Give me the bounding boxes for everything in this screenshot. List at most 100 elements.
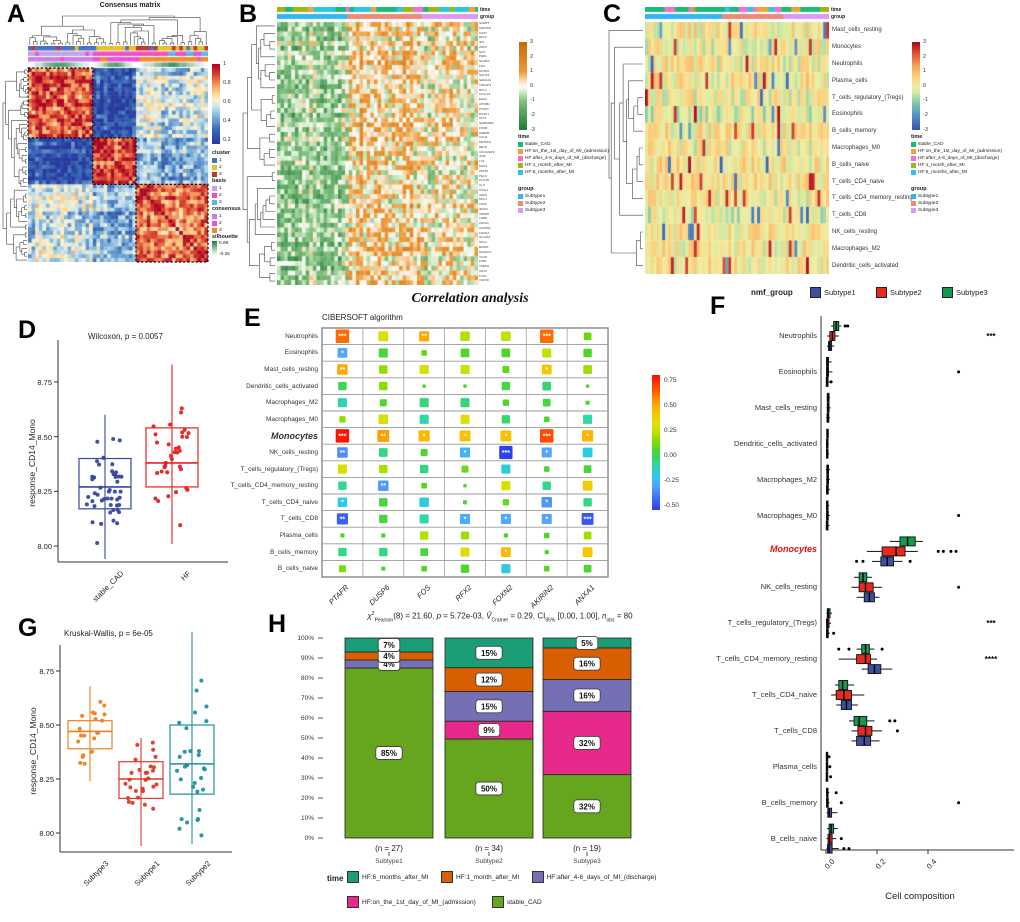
- significance-stars: ***: [543, 334, 551, 341]
- legend-basis-title: basis: [212, 178, 227, 184]
- panel-e-row-label: NK_cells_resting: [269, 448, 318, 456]
- gene-label: ZFP36: [479, 168, 489, 173]
- data-point: [117, 510, 122, 515]
- 2-swatch: [212, 220, 217, 226]
- stable_CAD-swatch: [911, 141, 916, 147]
- box: [826, 448, 829, 459]
- gene-label: PER1: [479, 54, 487, 59]
- correlation-cell: [499, 445, 513, 460]
- gene-label: FOXN2: [479, 230, 490, 235]
- gene-label: SKIL: [479, 49, 486, 54]
- box: [858, 582, 874, 593]
- data-point: [90, 477, 95, 482]
- box: [826, 797, 829, 808]
- box: [858, 572, 868, 583]
- percent-label: 4%: [383, 660, 395, 669]
- panel-c-colorbar-tick: 0: [923, 82, 927, 89]
- outlier-point: [827, 755, 831, 759]
- data-point: [143, 770, 148, 775]
- cell-type-row-label: B_cells_memory: [832, 128, 877, 135]
- data-point: [117, 503, 122, 508]
- stats-segment: n: [602, 611, 607, 621]
- dendrogram: [29, 15, 207, 45]
- significance-stars: **: [340, 367, 346, 374]
- nmf-group-legend-item: Subtype1: [810, 287, 856, 298]
- HF:1_month_after_MI-swatch: [441, 871, 453, 883]
- data-point: [191, 784, 196, 789]
- box: [826, 438, 829, 449]
- panel-f-row-label: NK_cells_resting: [760, 582, 817, 592]
- panel-h-legend-label: stable_CAD: [507, 898, 542, 906]
- correlation-cell: [338, 381, 347, 391]
- panel-b-legend-time-item-label: HF:6_months_after_MI: [525, 169, 575, 175]
- panel-e-row-label: T_cells_CD4_memory_resting: [230, 482, 318, 490]
- significance-stars: ***: [502, 450, 510, 457]
- correlation-cell: [585, 384, 590, 388]
- panel-b-colorbar-tick: -3: [530, 126, 535, 133]
- outlier-point: [908, 559, 912, 563]
- panel-f-x-tick-label: 0.2: [873, 857, 888, 871]
- gene-label: FOSB: [479, 125, 488, 130]
- correlation-cell: [501, 464, 511, 474]
- panel-label-a: A: [7, 0, 26, 28]
- panel-b-colorbar-tick: -1: [530, 97, 535, 104]
- data-point: [119, 474, 124, 479]
- panel-h-legend-item: HF:on_the_1st_day_of_MI_(admission): [347, 896, 476, 908]
- gene-label: PELI1: [479, 173, 488, 178]
- correlation-cell: [500, 513, 511, 524]
- correlation-cell: [379, 464, 388, 474]
- significance-stars: *: [423, 433, 426, 440]
- data-point: [154, 782, 159, 787]
- data-point: [199, 833, 204, 838]
- cell-type-row-label: NK_cells_resting: [832, 228, 878, 235]
- correlation-cell: [379, 381, 388, 391]
- data-point: [90, 474, 95, 479]
- box: [826, 484, 829, 495]
- data-point: [123, 781, 128, 786]
- outlier-point: [847, 847, 851, 851]
- correlation-cell: [335, 329, 350, 344]
- panel-c-legend-time: time stable_CAD HF:on_the_1st_day_of_MI_(a…: [911, 134, 1002, 175]
- data-point: [199, 776, 204, 781]
- data-point: [111, 472, 116, 477]
- HF:6_months_after_MI-swatch: [518, 169, 523, 175]
- percent-label-box: [475, 645, 503, 660]
- data-point: [152, 765, 157, 770]
- data-point: [92, 711, 97, 716]
- significance-stars: *: [545, 367, 548, 374]
- correlation-cell: [542, 398, 551, 407]
- percent-label-box: [475, 699, 503, 714]
- 1-swatch: [212, 185, 217, 191]
- panel-c-colorbar-tick: 3: [923, 39, 927, 45]
- box: [826, 510, 829, 521]
- 1-swatch: [212, 213, 217, 219]
- correlation-cell: [543, 532, 550, 539]
- data-point: [80, 713, 85, 718]
- legend-cluster-item: 1: [212, 157, 230, 164]
- HF:1_month_after_MI-swatch: [911, 162, 916, 168]
- data-point: [197, 808, 202, 813]
- gene-label: SEMA4A: [479, 78, 492, 83]
- significance-stars: *: [505, 433, 508, 440]
- data-point: [98, 699, 103, 704]
- outlier-point: [829, 380, 833, 384]
- stable_CAD-swatch: [518, 141, 523, 147]
- stacked-bar-segment: [344, 637, 434, 653]
- significance-stars: **: [381, 433, 387, 440]
- cell-type-row-label: Macrophages_M0: [832, 144, 881, 151]
- panel-b-colorbar-tick: 2: [530, 53, 534, 60]
- Subtype3-swatch: [911, 207, 916, 213]
- legend-silhouette: silhouette 0.69 -0.26: [212, 234, 238, 257]
- box: [827, 833, 833, 844]
- stats-segment: V̂: [486, 611, 492, 621]
- panel-e-colorbar-tick: 0.50: [664, 402, 677, 409]
- panel-e-row-label: Macrophages_M2: [265, 399, 318, 407]
- data-point: [95, 541, 100, 546]
- data-point: [99, 718, 104, 723]
- panel-b-legend-time-item: HF:on_the_1st_day_of_MI_(admission): [518, 148, 609, 155]
- stacked-bar-segment: [542, 774, 632, 839]
- panel-b-legend-group: group Subtype1 Subtype2 Subtype3: [518, 186, 545, 214]
- cell-type-row-label: Plasma_cells: [832, 77, 868, 84]
- data-point: [109, 496, 114, 501]
- correlation-cell: [542, 348, 552, 358]
